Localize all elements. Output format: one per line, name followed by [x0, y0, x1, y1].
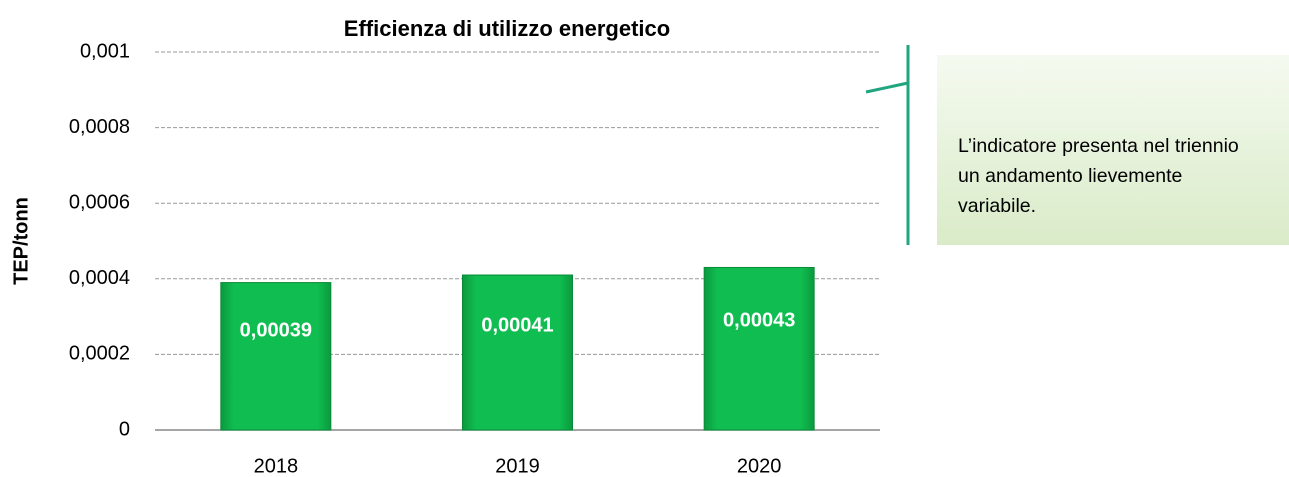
x-tick-label: 2020	[737, 455, 782, 477]
bar	[703, 266, 815, 431]
bar	[220, 282, 332, 431]
y-axis-label: TEP/tonn	[10, 197, 32, 285]
annotation-box: L’indicatore presenta nel triennio un an…	[937, 55, 1289, 245]
y-tick-label: 0	[119, 418, 130, 440]
y-tick-label: 0,0002	[69, 343, 130, 365]
bar	[462, 274, 573, 431]
value-label: 0,00043	[723, 309, 795, 331]
value-label: 0,00039	[240, 320, 312, 342]
y-tick-label: 0,0008	[69, 116, 130, 138]
y-tick-label: 0,0006	[69, 191, 130, 213]
x-tick-label: 2018	[254, 455, 299, 477]
callout-pointer	[865, 81, 909, 94]
annotation: L’indicatore presenta nel triennio un an…	[958, 135, 1239, 217]
value-label: 0,00041	[481, 314, 553, 336]
x-tick-label: 2019	[495, 455, 540, 477]
y-tick-label: 0,0004	[69, 267, 130, 289]
y-tick-label: 0,001	[80, 40, 130, 62]
chart-title: Efficienza di utilizzo energetico	[344, 16, 670, 41]
